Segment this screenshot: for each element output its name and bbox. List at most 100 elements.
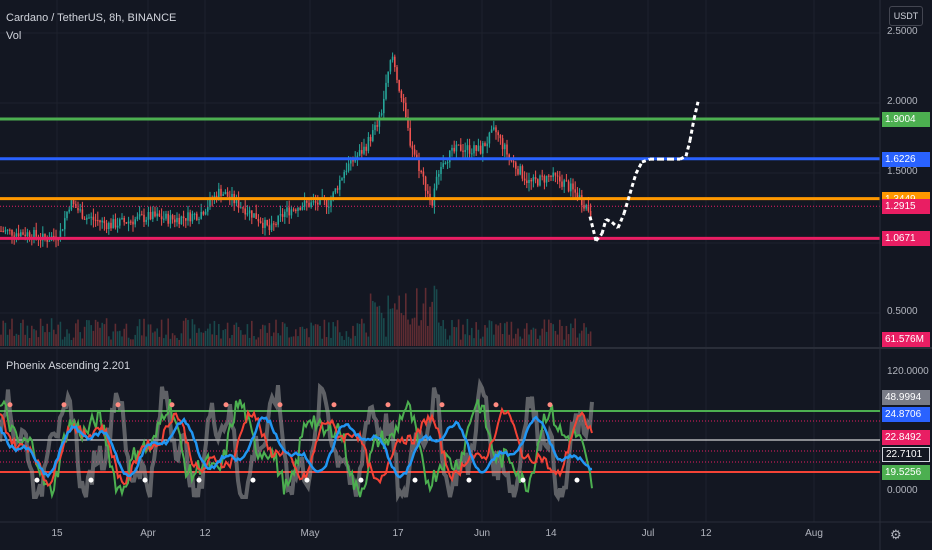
candle-body — [501, 138, 504, 150]
volume-bar — [440, 326, 442, 346]
candle-body — [361, 150, 363, 154]
volume-bar — [550, 322, 552, 346]
oscillator-dot — [88, 477, 94, 483]
volume-bar — [240, 330, 242, 346]
volume-bar — [383, 318, 385, 346]
candle-body — [257, 218, 260, 222]
volume-bar — [42, 325, 44, 346]
volume-bar — [585, 327, 587, 346]
candle-body — [259, 221, 262, 223]
candle-body — [427, 190, 429, 194]
volume-bar — [559, 319, 561, 346]
volume-bar — [152, 332, 154, 346]
volume-bar — [361, 318, 363, 346]
oscillator-dot — [115, 402, 121, 408]
volume-bar — [35, 330, 37, 346]
candle-body — [559, 176, 561, 182]
candle-body — [286, 207, 288, 212]
volume-bar — [545, 331, 548, 346]
currency-button[interactable]: USDT — [889, 6, 923, 26]
volume-bar — [427, 325, 429, 346]
volume-bar — [22, 319, 24, 346]
volume-bar — [306, 328, 308, 346]
volume-bar — [292, 336, 295, 346]
volume-bar — [449, 335, 451, 346]
candle-body — [532, 177, 535, 182]
volume-bar — [9, 329, 11, 346]
candle-body — [160, 216, 163, 220]
candle-body — [488, 132, 491, 144]
volume-bar — [83, 326, 86, 346]
volume-bar — [356, 323, 359, 346]
volume-bar — [20, 322, 22, 346]
volume-bar — [88, 320, 90, 346]
volume-bar — [354, 335, 356, 346]
candle-body — [319, 197, 321, 205]
volume-bar — [416, 288, 418, 346]
volume-bar — [363, 323, 365, 346]
volume-bar — [510, 321, 513, 346]
oscillator-value-tag: 24.8706 — [882, 407, 930, 422]
volume-bar — [495, 324, 497, 346]
candle-body — [561, 181, 563, 187]
volume-bar — [378, 305, 381, 346]
candle-body — [537, 179, 539, 186]
volume-bar — [101, 322, 103, 346]
volume-bar — [262, 324, 264, 346]
oscillator-dot — [520, 477, 526, 483]
volume-bar — [110, 339, 112, 346]
volume-bar — [387, 295, 389, 346]
candle-body — [169, 215, 172, 224]
volume-bar — [79, 332, 81, 346]
projection-segment — [594, 232, 604, 242]
oscillator-dot — [7, 402, 13, 408]
candle-body — [380, 113, 383, 116]
volume-bar — [268, 323, 271, 346]
volume-bar — [431, 301, 433, 346]
volume-bar — [213, 320, 216, 346]
volume-bar — [114, 323, 117, 346]
volume-bar — [343, 339, 345, 346]
candle-body — [24, 234, 26, 237]
candle-body — [284, 211, 286, 217]
candle-body — [270, 223, 273, 231]
candles — [0, 52, 592, 248]
candle-body — [512, 161, 515, 163]
candle-body — [191, 213, 194, 222]
candle-body — [378, 115, 381, 127]
volume-bar — [295, 329, 297, 346]
volume-bar — [13, 335, 15, 346]
candle-body — [174, 219, 176, 223]
candle-body — [198, 218, 200, 220]
volume-bar — [196, 332, 198, 346]
volume-bar — [17, 334, 20, 346]
volume-bar — [433, 285, 436, 346]
volume-bar — [385, 336, 387, 346]
gear-icon[interactable]: ⚙ — [890, 527, 902, 542]
candle-body — [506, 144, 508, 155]
candle-body — [20, 232, 22, 237]
volume-bar — [570, 323, 572, 346]
candle-body — [105, 223, 108, 230]
candle-body — [209, 197, 211, 207]
candle-body — [475, 145, 477, 151]
volume-bar — [68, 333, 70, 346]
volume-bar — [493, 334, 495, 346]
volume-bar — [257, 337, 260, 346]
candle-body — [248, 210, 251, 214]
candle-body — [103, 220, 106, 224]
candle-body — [508, 154, 510, 158]
volume-bar — [125, 323, 128, 346]
candle-body — [141, 214, 143, 216]
volume-bar — [334, 326, 337, 346]
candle-body — [266, 219, 268, 226]
volume-bar — [451, 320, 453, 346]
candle-body — [180, 216, 183, 225]
candle-body — [325, 199, 328, 208]
candle-body — [398, 79, 400, 91]
volume-bar — [398, 295, 400, 346]
volume-bar — [587, 333, 590, 346]
oscillator-dot — [61, 402, 67, 408]
oscillator-dot — [412, 477, 418, 483]
